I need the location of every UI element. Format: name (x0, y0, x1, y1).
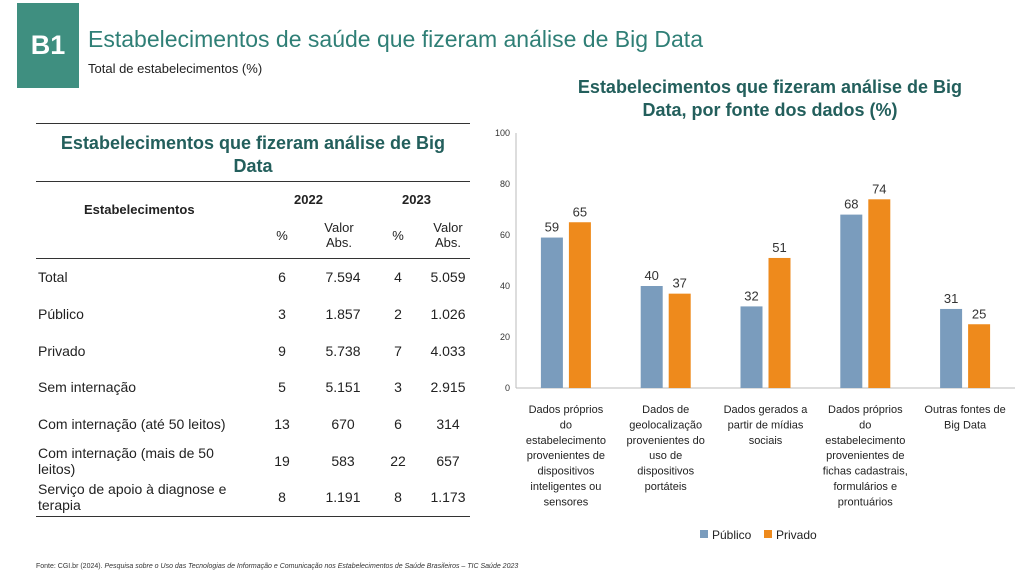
bar-publico (540, 237, 563, 388)
row-label: Serviço de apoio à diagnose e terapia (38, 481, 227, 514)
cell-abs-2023: 2.915 (430, 379, 466, 396)
table-title: Estabelecimentos que fizeram análise de … (60, 133, 446, 176)
cell-abs-2023: 5.059 (430, 269, 466, 286)
row-label: Privado (38, 342, 86, 359)
cell-abs-2022: 5.151 (325, 379, 361, 396)
bar-publico (640, 286, 663, 388)
x-tick-label: Outras fontes de Big Data (924, 404, 1005, 431)
bar-privado (868, 199, 891, 388)
cell-pct-2022: 6 (278, 269, 286, 286)
header-pct-2023: % (392, 228, 404, 243)
cell-abs-2022: 7.594 (325, 269, 361, 286)
table-row: Com internação (até 50 leitos) 13 670 6 314 (36, 406, 470, 443)
cell-pct-2022: 5 (278, 379, 286, 396)
cell-abs-2022: 670 (331, 416, 355, 433)
footer-source: Fonte: CGI.br (2024). (36, 563, 103, 570)
cell-pct-2023: 22 (390, 452, 406, 469)
row-label: Total (38, 269, 68, 286)
cell-pct-2022: 8 (278, 489, 286, 506)
table-row: Com internação (mais de 50 leitos) 19 583 2… (36, 442, 470, 479)
cell-abs-2022: 5.738 (325, 342, 361, 359)
header-year-2023: 2023 (402, 192, 431, 207)
chart-title: Estabelecimentos que fizeram análise de … (577, 77, 963, 120)
cell-pct-2022: 13 (274, 416, 290, 433)
cell-pct-2023: 4 (394, 269, 402, 286)
legend-label-publico: Público (712, 528, 752, 542)
cell-abs-2022: 583 (331, 452, 355, 469)
cell-abs-2023: 1.173 (430, 489, 466, 506)
legend-swatch-publico (700, 530, 708, 538)
bar-publico (840, 214, 863, 388)
legend-label-privado: Privado (776, 528, 817, 542)
data-label: 74 (872, 181, 886, 196)
data-label: 37 (672, 276, 686, 291)
table-row: Público 3 1.857 2 1.026 (36, 296, 470, 333)
y-tick-label: 80 (500, 179, 510, 189)
source-footer: Fonte: CGI.br (2024). Pesquisa sobre o U… (36, 563, 518, 570)
data-label: 31 (944, 291, 958, 306)
data-label: 68 (844, 197, 858, 212)
x-tick-label: Dados próprios do estabelecimento provenien… (823, 404, 908, 508)
cell-abs-2022: 1.191 (325, 489, 361, 506)
row-label: Público (38, 306, 84, 323)
footer-source-title: Pesquisa sobre o Uso das Tecnologias de … (104, 563, 519, 570)
cell-abs-2023: 314 (436, 416, 460, 433)
cell-pct-2022: 9 (278, 342, 286, 359)
cell-abs-2023: 657 (436, 452, 460, 469)
cell-pct-2022: 3 (278, 306, 286, 323)
table-row: Sem internação 5 5.151 3 2.915 (36, 369, 470, 406)
y-tick-label: 100 (495, 128, 510, 138)
row-label: Sem internação (38, 379, 137, 396)
bar-privado (968, 324, 991, 388)
cell-pct-2023: 3 (394, 379, 402, 396)
data-label: 51 (772, 240, 786, 255)
cell-pct-2023: 7 (394, 342, 402, 359)
header-year-2022: 2022 (294, 192, 323, 207)
row-label: Com internação (até 50 leitos) (38, 416, 226, 433)
data-label: 40 (644, 268, 658, 283)
bar-privado (768, 257, 791, 388)
header-abs-2023: Valor Abs. (433, 220, 463, 250)
x-tick-label: Dados de geolocalização provenientes do uso… (627, 404, 705, 493)
header-pct-2022: % (276, 228, 288, 243)
row-label: Com internação (mais de 50 leitos) (38, 444, 214, 477)
data-label: 65 (573, 204, 587, 219)
table-header: Estabelecimentos 2022 2023 % Valor Abs. … (36, 181, 470, 259)
bar-privado (568, 222, 591, 388)
section-badge: B1 (17, 3, 79, 88)
cell-pct-2022: 19 (274, 452, 290, 469)
page-subtitle: Total de estabelecimentos (%) (88, 61, 263, 76)
data-table: Estabelecimentos que fizeram análise de … (36, 123, 470, 517)
table-row: Serviço de apoio à diagnose e terapia 8 1.… (36, 479, 470, 516)
x-tick-label: Dados gerados a partir de mídias sociais (724, 404, 809, 447)
cell-abs-2023: 4.033 (430, 342, 466, 359)
data-label: 59 (545, 220, 559, 235)
data-label: 32 (744, 288, 758, 303)
y-tick-label: 20 (500, 332, 510, 342)
table-row: Privado 9 5.738 7 4.033 (36, 332, 470, 369)
bar-privado (668, 293, 691, 388)
bar-publico (740, 306, 763, 388)
cell-pct-2023: 6 (394, 416, 402, 433)
header-abs-2022: Valor Abs. (324, 220, 354, 250)
cell-pct-2023: 2 (394, 306, 402, 323)
cell-abs-2022: 1.857 (325, 306, 361, 323)
x-tick-label: Dados próprios do estabelecimento provenien… (526, 404, 606, 508)
header-estabelecimentos: Estabelecimentos (84, 202, 195, 217)
y-tick-label: 0 (505, 383, 510, 393)
table-body: Total 6 7.594 4 5.059 Público 3 1.857 2 1.026 Priv… (36, 259, 470, 516)
data-label: 25 (972, 306, 986, 321)
bar-publico (940, 308, 963, 388)
y-tick-label: 60 (500, 230, 510, 240)
page-title: Estabelecimentos de saúde que fizeram an… (88, 26, 703, 52)
legend-swatch-privado (764, 530, 772, 538)
y-tick-label: 40 (500, 281, 510, 291)
cell-abs-2023: 1.026 (430, 306, 466, 323)
table-row: Total 6 7.594 4 5.059 (36, 259, 470, 296)
cell-pct-2023: 8 (394, 489, 402, 506)
